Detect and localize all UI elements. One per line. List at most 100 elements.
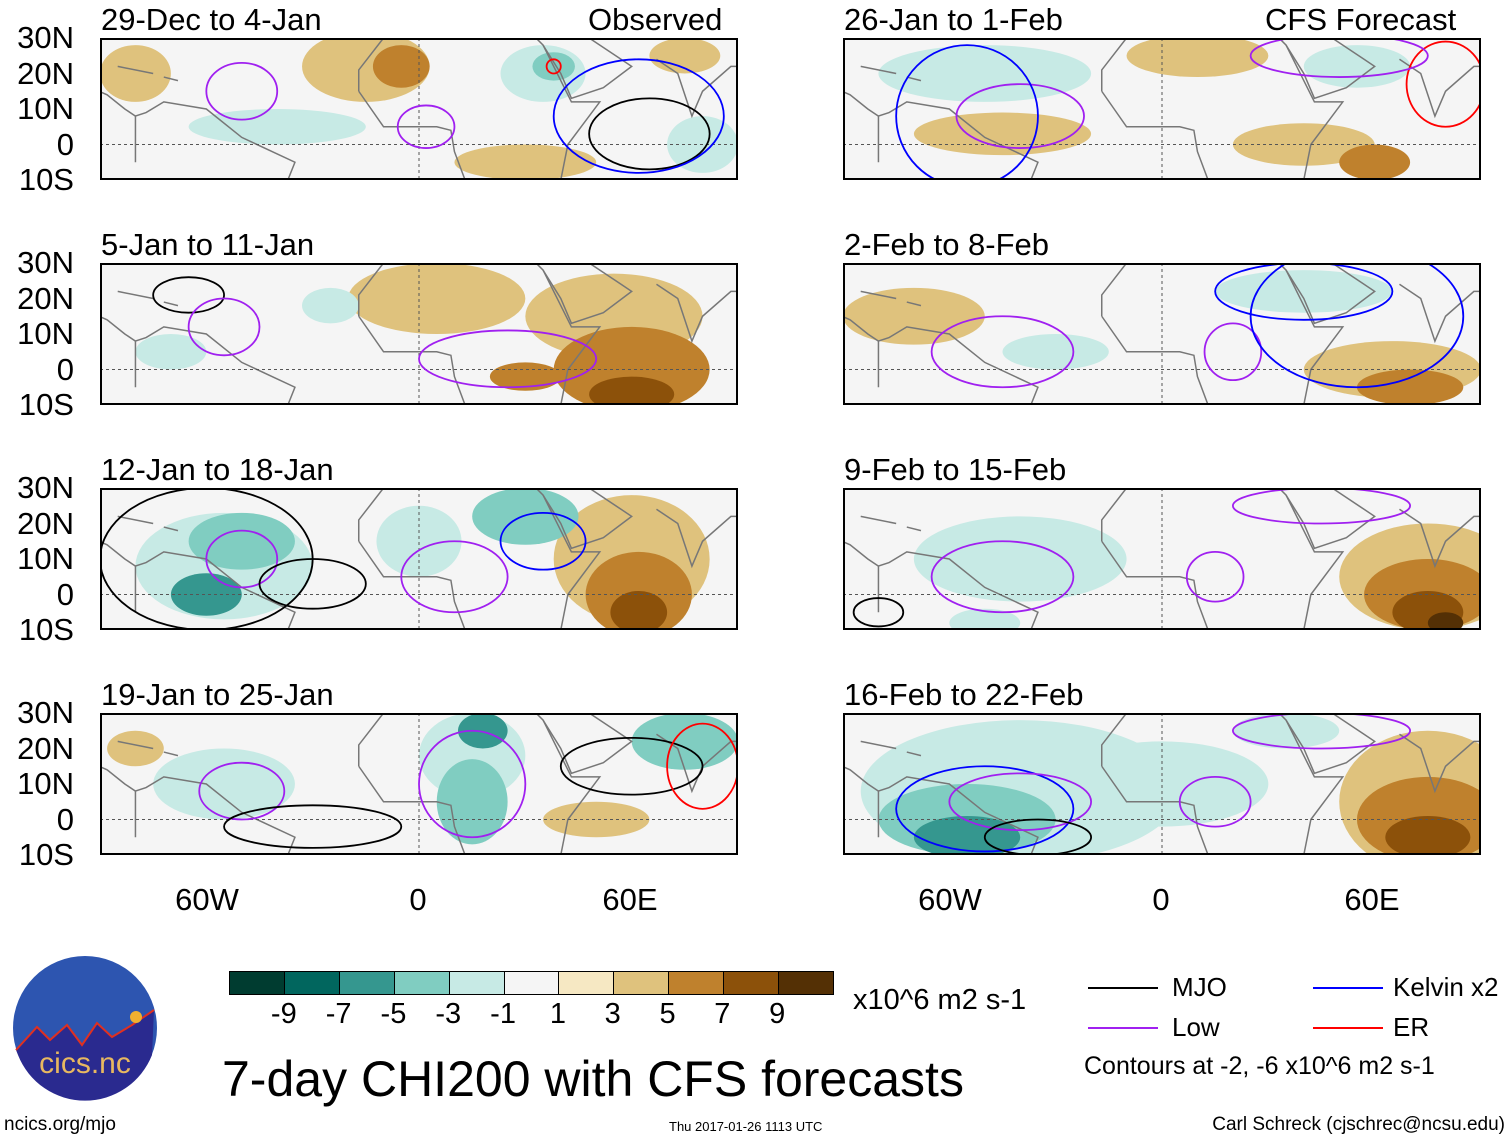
anomaly-shading (1232, 123, 1375, 166)
anomaly-shading (153, 748, 295, 820)
y-tick: 0 (56, 801, 74, 837)
colorbar-swatch (284, 972, 340, 994)
x-tick-right-60w: 60W (918, 882, 982, 917)
coastline (656, 58, 738, 119)
wave-contour (930, 540, 1075, 614)
coastline (906, 751, 922, 757)
coastline (134, 101, 296, 180)
colorbar-swatch (394, 972, 450, 994)
colorbar-swatch (779, 972, 833, 994)
coastline (100, 315, 136, 342)
wave-contour (1232, 488, 1411, 525)
footer-timestamp: Thu 2017-01-26 1113 UTC (669, 1119, 823, 1134)
wave-contour (187, 297, 261, 357)
panel-title: 9-Feb to 15-Feb (844, 452, 1067, 487)
y-tick: 30N (17, 470, 74, 505)
colorbar-swatch (230, 972, 285, 994)
coastline (1399, 733, 1481, 794)
wave-contour (983, 818, 1092, 855)
wave-contour (205, 529, 279, 589)
header-cfs-forecast: CFS Forecast (1265, 2, 1457, 37)
anomaly-shading (1215, 270, 1393, 313)
anomaly-shading (913, 112, 1092, 156)
anomaly-shading (1002, 334, 1109, 370)
x-tick-right-0: 0 (1152, 882, 1170, 917)
coastline (1101, 315, 1209, 405)
anomaly-shading (100, 45, 171, 102)
coastline (906, 76, 922, 82)
anomaly-shading (1385, 815, 1471, 855)
wave-contour (895, 44, 1039, 180)
y-tick: 10S (18, 387, 74, 422)
map-panel (843, 488, 1481, 630)
wave-contour (223, 804, 403, 849)
panel-title: 5-Jan to 11-Jan (101, 227, 315, 262)
wave-contour (499, 511, 587, 571)
anomaly-shading (949, 608, 1021, 630)
colorbar-tick: -9 (270, 998, 297, 1030)
panel-frame (100, 713, 738, 855)
y-tick: 0 (56, 576, 74, 612)
colorbar-tick: 1 (549, 998, 566, 1030)
cics-logo: cics.nc (13, 956, 157, 1101)
coastline (843, 315, 879, 342)
colorbar-swatch (724, 972, 780, 994)
coastline (906, 301, 922, 307)
anomaly-shading (543, 801, 650, 838)
panel-frame (843, 263, 1481, 405)
coastline (1101, 765, 1209, 855)
legend-note: Contours at -2, -6 x10^6 m2 s-1 (1084, 1052, 1435, 1080)
anomaly-shading (489, 362, 561, 391)
colorbar-tick: 9 (769, 998, 786, 1030)
map-panel (843, 38, 1481, 180)
panel-frame (100, 263, 738, 405)
coastline (134, 326, 296, 405)
anomaly-shading (843, 287, 985, 345)
coastline (656, 283, 738, 344)
svg-text:cics.nc: cics.nc (39, 1047, 131, 1080)
map-panel (100, 488, 738, 630)
panel-frame (843, 488, 1481, 630)
wave-contour (545, 58, 562, 75)
y-tick: 20N (17, 280, 74, 316)
coastline (656, 508, 738, 569)
y-tick: 10N (17, 91, 74, 126)
map-panel (100, 263, 738, 405)
y-tick: 20N (17, 730, 74, 766)
colorbar-swatch (504, 972, 560, 994)
colorbar-tick: 7 (714, 998, 731, 1030)
anomaly-shading (454, 144, 597, 180)
x-tick-left-60w: 60W (175, 882, 239, 917)
anomaly-shading (1427, 612, 1464, 630)
y-tick: 30N (17, 695, 74, 730)
wave-contour (1178, 776, 1252, 828)
map-panel (100, 38, 738, 180)
wave-contour (895, 765, 1075, 853)
panel-frame (843, 713, 1481, 855)
wave-contour (948, 772, 1093, 832)
coastline (117, 65, 154, 75)
panel-title: 19-Jan to 25-Jan (101, 677, 334, 712)
colorbar-swatch (449, 972, 505, 994)
colorbar-swatch (559, 972, 615, 994)
wave-contour (1405, 40, 1481, 128)
x-tick-left-60e: 60E (602, 882, 658, 917)
wave-contour (418, 729, 527, 839)
panel-title: 16-Feb to 22-Feb (844, 677, 1084, 712)
footer-url[interactable]: ncics.org/mjo (4, 1114, 116, 1135)
anomaly-shading (589, 376, 675, 405)
y-tick: 0 (56, 126, 74, 162)
wave-contour (552, 58, 725, 174)
coastline (134, 551, 296, 630)
coastline (877, 101, 1039, 180)
coastline (542, 713, 633, 775)
anomaly-shading (649, 38, 721, 74)
panel-frame (100, 38, 738, 180)
coastline (1285, 263, 1376, 325)
coastline (117, 515, 154, 525)
wave-contour (152, 276, 225, 314)
y-tick: 30N (17, 20, 74, 55)
legend-mjo: MJO (1172, 972, 1227, 1002)
coastline (1399, 508, 1481, 569)
panel-title: 2-Feb to 8-Feb (844, 227, 1050, 262)
